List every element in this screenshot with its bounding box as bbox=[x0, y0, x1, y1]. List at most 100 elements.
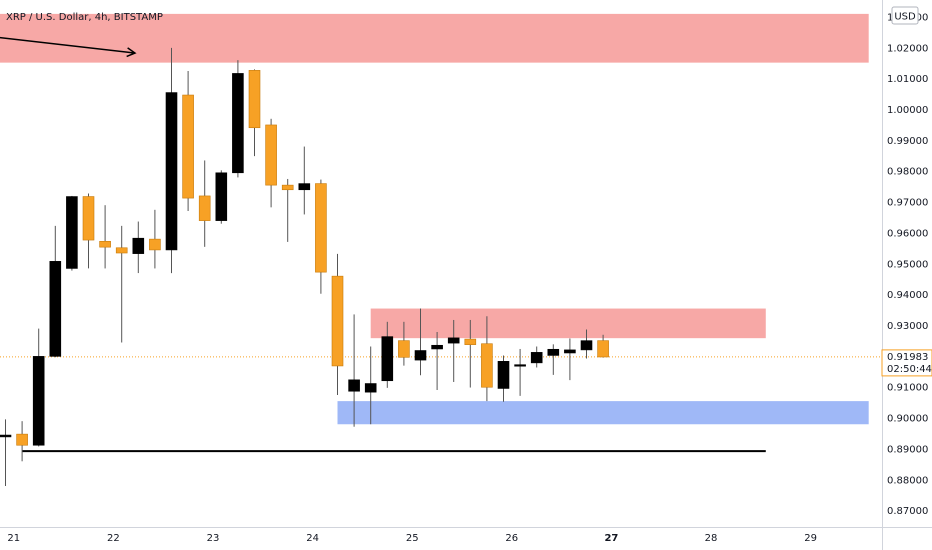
candles-layer bbox=[0, 47, 609, 486]
candle-body bbox=[364, 383, 377, 393]
candle-body bbox=[497, 361, 510, 389]
candle-body bbox=[248, 70, 261, 129]
y-tick-label: 0.95000 bbox=[887, 259, 928, 270]
y-tick-label: 0.94000 bbox=[887, 290, 928, 301]
candle bbox=[49, 225, 62, 358]
y-tick-label: 0.96000 bbox=[887, 228, 928, 239]
candle bbox=[348, 314, 360, 427]
trend-arrow bbox=[0, 36, 136, 54]
y-tick-label: 1.00000 bbox=[887, 105, 928, 116]
candle-body bbox=[265, 124, 277, 186]
y-tick-label: 0.99000 bbox=[887, 136, 928, 147]
candle bbox=[597, 334, 609, 358]
candle bbox=[414, 308, 427, 376]
last-price-value: 0.91983 bbox=[887, 352, 928, 363]
currency-label[interactable]: USD bbox=[894, 12, 916, 23]
candle-body bbox=[530, 352, 543, 364]
x-tick-label: 21 bbox=[7, 533, 20, 544]
candle bbox=[530, 346, 543, 368]
candle bbox=[298, 146, 311, 215]
candle bbox=[82, 193, 95, 269]
candle bbox=[481, 316, 493, 402]
currency-button-box[interactable] bbox=[891, 6, 919, 25]
annotations-layer bbox=[0, 36, 137, 58]
x-tick-label: 26 bbox=[505, 533, 518, 544]
candle-body bbox=[149, 238, 161, 251]
candle bbox=[149, 209, 161, 269]
y-tick-label: 1.02000 bbox=[887, 43, 928, 54]
candle-body bbox=[597, 340, 609, 358]
candle-body bbox=[82, 196, 95, 241]
candle-body bbox=[431, 344, 443, 350]
candle-body bbox=[281, 184, 294, 191]
last-price-box bbox=[881, 349, 932, 377]
candle-body bbox=[232, 73, 244, 174]
x-tick-label: 28 bbox=[705, 533, 718, 544]
x-tick-label: 27 bbox=[604, 533, 618, 544]
candle-body bbox=[298, 183, 311, 191]
candle-body bbox=[464, 338, 477, 345]
candle bbox=[315, 179, 327, 294]
candle-body bbox=[447, 337, 460, 344]
x-tick-label: 22 bbox=[107, 533, 120, 544]
candle-body bbox=[315, 183, 327, 273]
y-tick-label: 0.98000 bbox=[887, 167, 928, 178]
candle bbox=[16, 421, 28, 462]
candle bbox=[398, 321, 410, 366]
y-tick-label: 0.97000 bbox=[887, 198, 928, 209]
candle bbox=[0, 419, 12, 486]
chart-title: XRP / U.S. Dollar, 4h, BITSTAMP bbox=[6, 12, 163, 23]
x-tick-label: 23 bbox=[207, 533, 220, 544]
x-axis-ticks: 21 22 23 24 25 26 27 28 29 bbox=[7, 533, 817, 544]
candle-body bbox=[132, 237, 145, 254]
candle bbox=[115, 225, 128, 343]
candle-body bbox=[115, 247, 128, 254]
y-axis-ticks: 1.030001.020001.010001.000000.990000.980… bbox=[887, 12, 928, 517]
candle bbox=[497, 355, 510, 402]
candle bbox=[547, 344, 560, 375]
supply-zone-top bbox=[0, 13, 869, 63]
candle bbox=[564, 338, 576, 381]
candle bbox=[182, 70, 194, 212]
candle-body bbox=[182, 94, 194, 199]
currency-button[interactable]: USD bbox=[891, 6, 919, 25]
y-tick-label: 0.90000 bbox=[887, 414, 928, 425]
candle bbox=[265, 118, 277, 208]
candle-body bbox=[66, 196, 78, 269]
candle bbox=[165, 47, 178, 274]
candle-body bbox=[414, 350, 427, 361]
candle bbox=[248, 69, 261, 157]
x-tick-label: 25 bbox=[406, 533, 419, 544]
y-tick-label: 0.88000 bbox=[887, 475, 928, 486]
candle-body bbox=[215, 172, 228, 221]
candle bbox=[99, 205, 111, 269]
candle bbox=[381, 321, 394, 388]
last-price-tag: 0.91983 02:50:44 bbox=[881, 349, 932, 377]
candle-body bbox=[580, 340, 593, 351]
candle bbox=[464, 319, 477, 388]
candle-body bbox=[49, 261, 62, 357]
candle-body bbox=[99, 240, 111, 248]
x-tick-label: 24 bbox=[306, 533, 319, 544]
candle-body bbox=[16, 433, 28, 446]
candle-body bbox=[165, 92, 178, 251]
candle bbox=[132, 221, 145, 274]
supply-zone-mid bbox=[370, 308, 766, 339]
candle bbox=[215, 170, 228, 224]
candle bbox=[198, 160, 211, 247]
demand-zone bbox=[337, 401, 869, 425]
candle-body bbox=[198, 195, 211, 221]
y-tick-label: 0.89000 bbox=[887, 444, 928, 455]
candle-body bbox=[331, 275, 344, 367]
plot-background bbox=[0, 0, 882, 527]
candle-body bbox=[547, 348, 560, 356]
candle-body bbox=[348, 379, 360, 392]
x-tick-label: 29 bbox=[804, 533, 817, 544]
candle-body bbox=[381, 336, 394, 382]
candle bbox=[232, 60, 244, 178]
candle bbox=[281, 178, 294, 242]
candle-body bbox=[398, 340, 410, 358]
lines-layer bbox=[0, 356, 882, 453]
candle-body bbox=[514, 364, 526, 367]
